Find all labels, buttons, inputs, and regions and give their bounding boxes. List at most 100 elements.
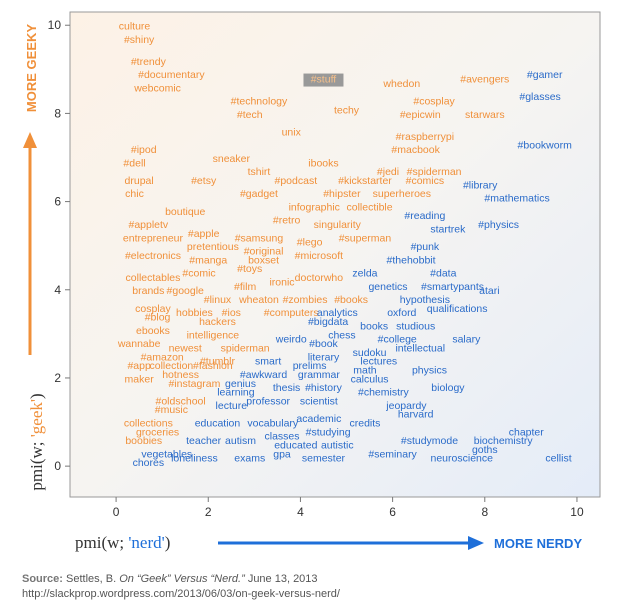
word-point: salary bbox=[452, 334, 481, 346]
word-point: #book bbox=[309, 338, 338, 350]
word-point: prelims bbox=[293, 360, 327, 372]
source-url: http://slackprop.wordpress.com/2013/06/0… bbox=[22, 588, 340, 600]
word-point: #reading bbox=[404, 210, 445, 222]
word-point: #zombies bbox=[283, 294, 328, 306]
word-point: ebooks bbox=[136, 325, 170, 337]
word-point: #oldschool bbox=[156, 395, 206, 407]
word-point: #jedi bbox=[377, 166, 399, 178]
word-point: whedon bbox=[382, 78, 420, 90]
word-point: #studymode bbox=[401, 435, 458, 447]
source-note: Source: Settles, B. On “Geek” Versus “Ne… bbox=[22, 572, 340, 602]
word-point: entrepreneur bbox=[123, 232, 184, 244]
word-point: autism bbox=[225, 435, 256, 447]
word-point: collection bbox=[150, 360, 194, 372]
word-point: #lego bbox=[297, 237, 323, 249]
word-point: chess bbox=[328, 329, 355, 341]
word-point: #stuff bbox=[311, 74, 337, 86]
word-point: #etsy bbox=[191, 175, 217, 187]
word-point: credits bbox=[349, 417, 380, 429]
word-point: #library bbox=[463, 179, 498, 191]
word-point: #college bbox=[378, 334, 417, 346]
word-point: #gadget bbox=[240, 188, 278, 200]
word-point: intellectual bbox=[395, 343, 445, 355]
word-point: wannabe bbox=[117, 338, 161, 350]
word-point: #amazon bbox=[141, 351, 184, 363]
word-point: harvard bbox=[398, 409, 434, 421]
word-point: wheaton bbox=[238, 294, 279, 306]
word-point: exams bbox=[234, 453, 265, 465]
x-tick-label: 2 bbox=[205, 505, 212, 519]
word-point: teacher bbox=[186, 435, 222, 447]
word-point: #instagram bbox=[168, 378, 220, 390]
word-point: learning bbox=[217, 387, 255, 399]
word-point: #tech bbox=[237, 109, 263, 121]
word-point: #gamer bbox=[527, 69, 563, 81]
y-axis-title: pmi(w; 'geek') bbox=[27, 393, 46, 490]
word-point: #dell bbox=[123, 157, 145, 169]
word-point: hackers bbox=[199, 316, 236, 328]
word-point: #thehobbit bbox=[387, 254, 436, 266]
word-point: #trendy bbox=[131, 56, 167, 68]
word-point: #chemistry bbox=[358, 387, 410, 399]
word-point: #toys bbox=[237, 263, 262, 275]
word-point: #music bbox=[155, 404, 188, 416]
y-tick-label: 6 bbox=[54, 195, 61, 209]
word-point: #google bbox=[167, 285, 205, 297]
word-point: #glasses bbox=[519, 91, 560, 103]
word-point: spiderman bbox=[221, 343, 270, 355]
x-axis-title: pmi(w; 'nerd') bbox=[75, 533, 170, 552]
word-point: sudoku bbox=[353, 347, 387, 359]
word-point: #shiny bbox=[124, 34, 155, 46]
word-point: #technology bbox=[231, 96, 288, 108]
word-point: maker bbox=[125, 373, 155, 385]
word-point: #smartypants bbox=[421, 281, 484, 293]
word-point: #electronics bbox=[125, 250, 181, 262]
word-point: starwars bbox=[465, 109, 505, 121]
x-direction-label: MORE NERDY bbox=[494, 536, 582, 551]
word-point: sneaker bbox=[213, 153, 251, 165]
word-point: hobbies bbox=[176, 307, 213, 319]
y-tick-label: 0 bbox=[54, 459, 61, 473]
word-point: analytics bbox=[317, 307, 358, 319]
x-tick-label: 10 bbox=[570, 505, 584, 519]
word-point: #data bbox=[430, 268, 456, 280]
word-point: calculus bbox=[351, 373, 389, 385]
word-point: genius bbox=[225, 378, 256, 390]
y-tick-label: 10 bbox=[48, 18, 62, 32]
word-point: infographic bbox=[289, 201, 340, 213]
axis-ticks: 0 2 4 6 8 10 0 2 4 6 8 10 bbox=[48, 18, 584, 519]
word-point: grammar bbox=[298, 369, 341, 381]
word-point: zelda bbox=[352, 268, 377, 280]
word-point: physics bbox=[412, 365, 447, 377]
word-point: intelligence bbox=[187, 329, 240, 341]
word-point: collectible bbox=[347, 201, 393, 213]
y-direction-label: MORE GEEKY bbox=[24, 24, 39, 112]
word-point: #fashion bbox=[193, 360, 233, 372]
y-tick-label: 2 bbox=[54, 371, 61, 385]
x-tick-label: 4 bbox=[297, 505, 304, 519]
word-point: lecture bbox=[216, 400, 248, 412]
x-tick-label: 6 bbox=[389, 505, 396, 519]
source-author: Settles, B. bbox=[66, 573, 117, 585]
word-point: techy bbox=[334, 104, 360, 116]
word-point: singularity bbox=[314, 219, 362, 231]
word-point: lectures bbox=[360, 356, 397, 368]
word-point: unix bbox=[282, 126, 302, 138]
word-point: #apple bbox=[188, 228, 220, 240]
word-point: superheroes bbox=[373, 188, 431, 200]
source-title: On “Geek” Versus “Nerd.” bbox=[119, 573, 245, 585]
word-point: #tumblr bbox=[200, 356, 236, 368]
word-point: webcomic bbox=[133, 82, 181, 94]
word-point: collections bbox=[124, 417, 173, 429]
word-point: #seminary bbox=[368, 448, 417, 460]
y-tick-label: 4 bbox=[54, 283, 61, 297]
word-point: studious bbox=[396, 320, 435, 332]
word-point: #hipster bbox=[323, 188, 361, 200]
word-point: #mathematics bbox=[484, 193, 549, 205]
word-point: ironic bbox=[269, 276, 294, 288]
word-point: #blog bbox=[145, 312, 171, 324]
word-point: neuroscience bbox=[431, 453, 494, 465]
word-point: #comics bbox=[406, 175, 445, 187]
word-point: tshirt bbox=[248, 166, 271, 178]
word-point: #microsoft bbox=[295, 250, 344, 262]
